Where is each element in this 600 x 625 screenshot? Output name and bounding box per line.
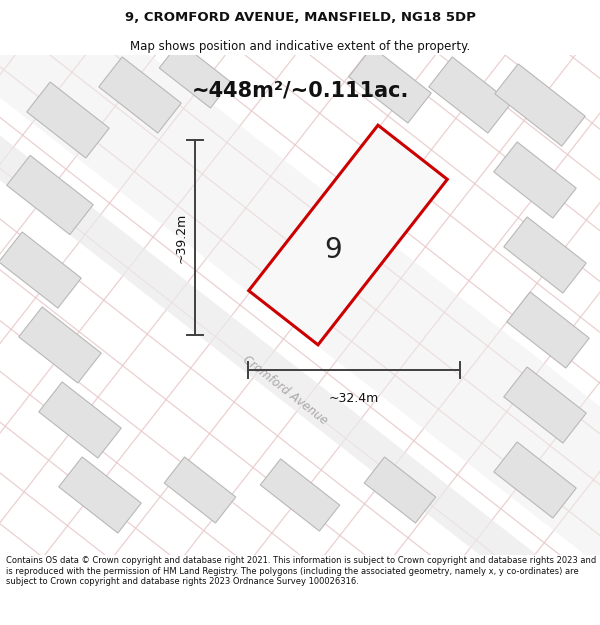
Text: Map shows position and indicative extent of the property.: Map shows position and indicative extent… — [130, 39, 470, 52]
Polygon shape — [39, 382, 121, 458]
Polygon shape — [0, 0, 600, 606]
Text: ~32.4m: ~32.4m — [329, 392, 379, 405]
Polygon shape — [495, 64, 585, 146]
Polygon shape — [494, 142, 576, 218]
Polygon shape — [59, 457, 141, 533]
Polygon shape — [504, 367, 586, 443]
Polygon shape — [19, 307, 101, 383]
Polygon shape — [164, 457, 236, 523]
Text: ~39.2m: ~39.2m — [175, 213, 187, 262]
Polygon shape — [0, 232, 81, 308]
Text: Contains OS data © Crown copyright and database right 2021. This information is : Contains OS data © Crown copyright and d… — [6, 556, 596, 586]
Polygon shape — [248, 125, 448, 345]
Polygon shape — [159, 42, 231, 108]
Text: 9: 9 — [324, 236, 342, 264]
Polygon shape — [260, 459, 340, 531]
Polygon shape — [27, 82, 109, 158]
Polygon shape — [0, 96, 600, 625]
Polygon shape — [364, 457, 436, 523]
Polygon shape — [494, 442, 576, 518]
Polygon shape — [504, 217, 586, 293]
Polygon shape — [349, 47, 431, 123]
Polygon shape — [99, 57, 181, 133]
Polygon shape — [7, 156, 93, 234]
Polygon shape — [507, 292, 589, 368]
Text: 9, CROMFORD AVENUE, MANSFIELD, NG18 5DP: 9, CROMFORD AVENUE, MANSFIELD, NG18 5DP — [125, 11, 475, 24]
Text: ~448m²/~0.111ac.: ~448m²/~0.111ac. — [191, 80, 409, 100]
Polygon shape — [429, 57, 511, 133]
Text: Cromford Avenue: Cromford Avenue — [240, 353, 330, 427]
